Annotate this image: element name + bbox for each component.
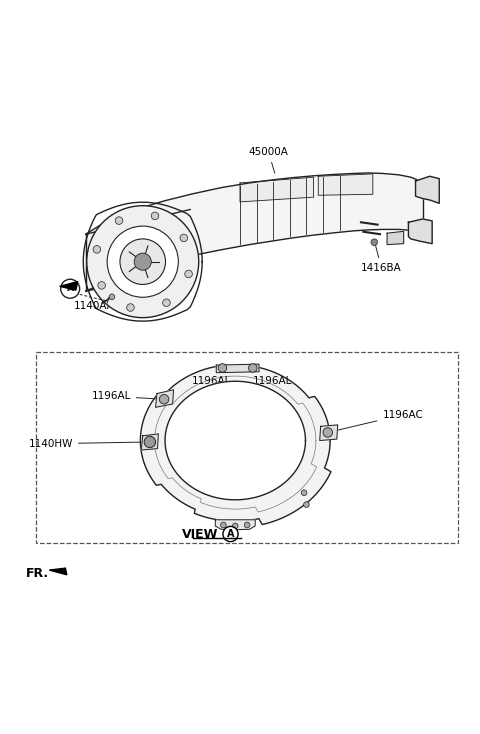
Circle shape (371, 239, 378, 246)
Polygon shape (141, 434, 158, 450)
Circle shape (60, 279, 80, 298)
Polygon shape (49, 568, 67, 575)
Circle shape (218, 363, 227, 372)
Text: 1140AA: 1140AA (73, 301, 114, 311)
Polygon shape (60, 282, 78, 290)
Circle shape (303, 502, 309, 507)
Circle shape (159, 394, 169, 404)
Text: A: A (227, 529, 234, 539)
Polygon shape (387, 231, 404, 244)
Text: FR.: FR. (25, 567, 48, 580)
Text: 1416BA: 1416BA (361, 245, 402, 273)
Circle shape (115, 217, 123, 225)
Text: 45000A: 45000A (249, 147, 288, 173)
Circle shape (144, 436, 156, 448)
Circle shape (244, 522, 250, 528)
Polygon shape (216, 364, 259, 373)
Circle shape (185, 270, 192, 277)
Circle shape (134, 253, 151, 270)
Circle shape (93, 246, 101, 253)
Circle shape (87, 206, 199, 318)
Circle shape (249, 363, 257, 372)
Polygon shape (318, 174, 373, 195)
Polygon shape (140, 365, 331, 525)
Polygon shape (320, 425, 338, 440)
Circle shape (98, 282, 106, 289)
Circle shape (323, 428, 333, 437)
Polygon shape (240, 177, 313, 202)
Text: 1196AL: 1196AL (192, 370, 231, 386)
Circle shape (301, 490, 307, 495)
Circle shape (127, 304, 134, 311)
Polygon shape (156, 390, 174, 407)
Circle shape (232, 523, 238, 528)
Circle shape (220, 522, 226, 528)
Text: 1196AC: 1196AC (330, 410, 423, 432)
Text: 1196AL: 1196AL (253, 369, 293, 386)
Text: 1140HW: 1140HW (29, 439, 147, 448)
Circle shape (107, 226, 179, 297)
Polygon shape (416, 176, 439, 203)
Circle shape (151, 212, 159, 219)
Polygon shape (86, 173, 423, 291)
Circle shape (109, 294, 115, 299)
Text: 1196AL: 1196AL (92, 391, 161, 401)
Polygon shape (216, 520, 255, 530)
Circle shape (120, 239, 166, 285)
Polygon shape (165, 381, 305, 500)
Circle shape (180, 234, 188, 241)
Bar (36, 352, 458, 542)
Polygon shape (408, 219, 432, 244)
Circle shape (163, 299, 170, 307)
Circle shape (223, 526, 238, 542)
Text: A: A (67, 284, 73, 293)
Text: VIEW: VIEW (182, 528, 219, 540)
